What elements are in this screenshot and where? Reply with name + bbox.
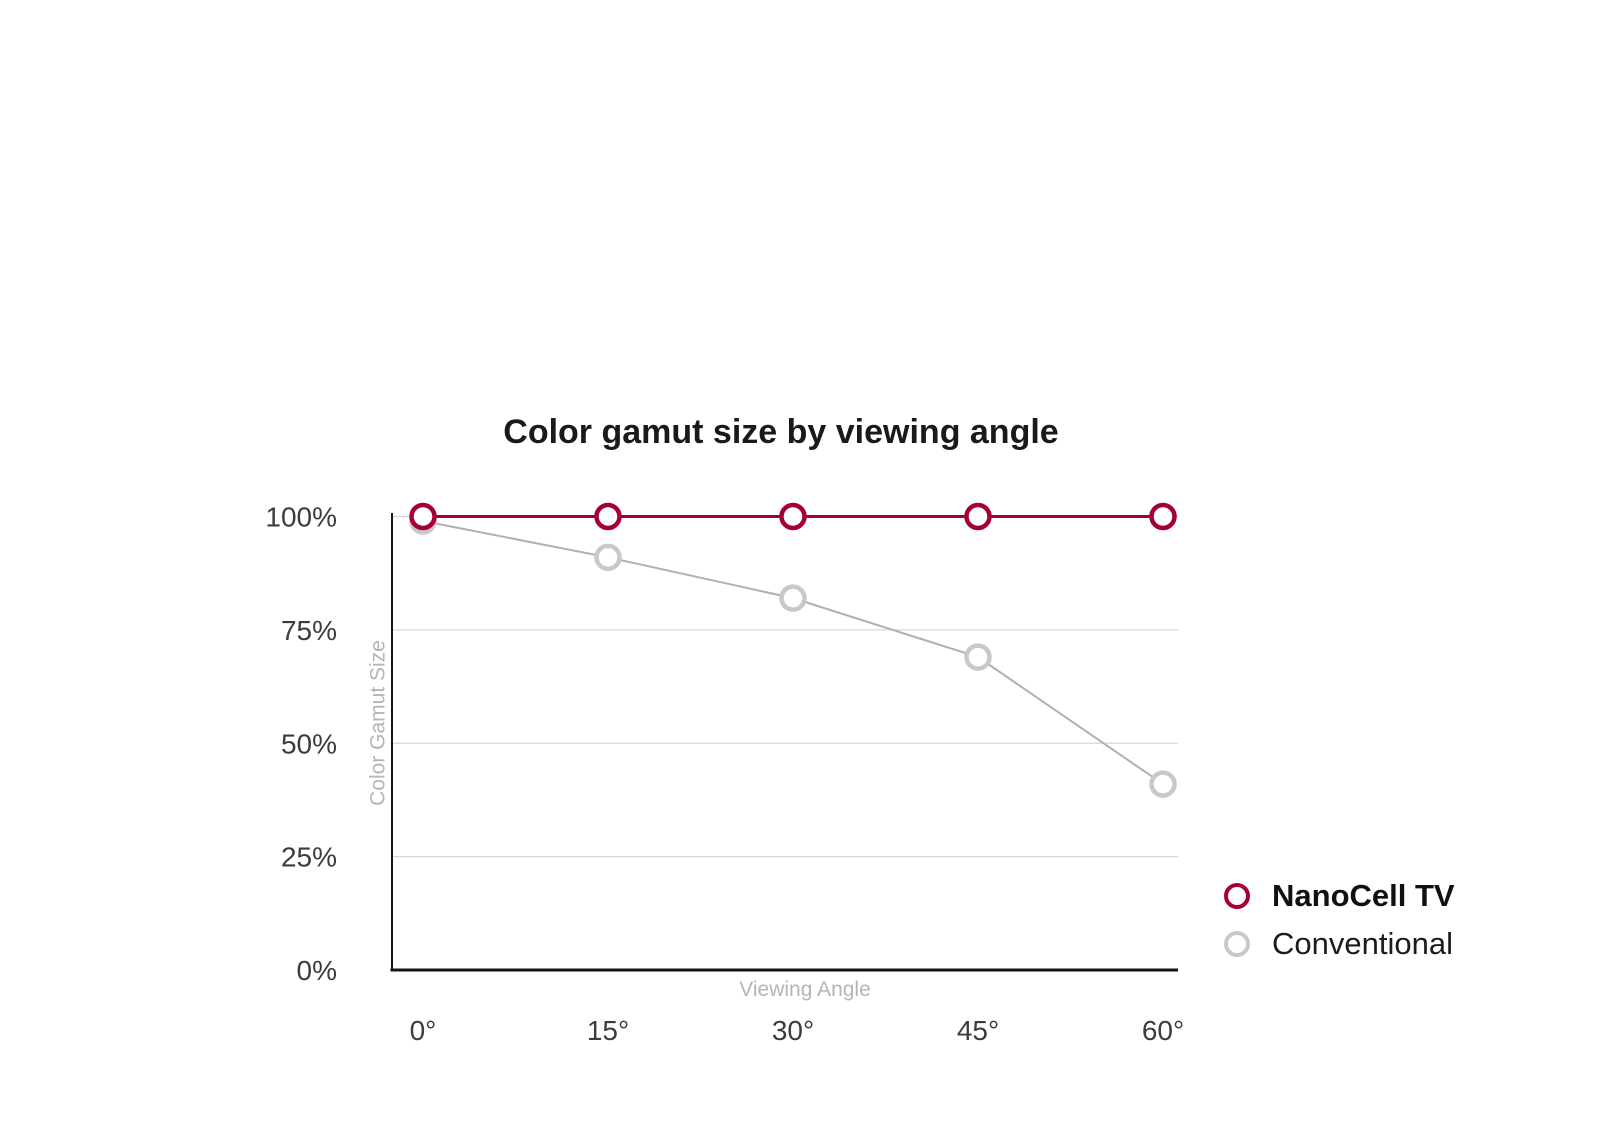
marker-conventional-30°: [779, 584, 807, 612]
marker-nanocell-tv-15°: [594, 502, 622, 531]
marker-nanocell-tv-30°: [779, 502, 807, 531]
legend: NanoCell TV Conventional: [1224, 872, 1455, 968]
legend-item-nanocell-tv: NanoCell TV: [1224, 872, 1455, 920]
y-tick-label-0: 0%: [297, 955, 337, 986]
y-tick-label-100: 100%: [265, 502, 337, 533]
legend-item-label: NanoCell TV: [1272, 878, 1455, 913]
x-tick-label-15°: 15°: [587, 1015, 629, 1046]
marker-conventional-45°: [964, 643, 992, 671]
x-tick-label-60°: 60°: [1142, 1015, 1184, 1046]
marker-nanocell-tv-60°: [1149, 502, 1177, 531]
grid-layer: [392, 515, 1178, 858]
x-tick-label-0°: 0°: [410, 1015, 437, 1046]
axis-layer: [390, 513, 1178, 972]
chart-title: Color gamut size by viewing angle: [503, 413, 1058, 451]
x-tick-label-45°: 45°: [957, 1015, 999, 1046]
y-axis-title: Color Gamut Size: [366, 640, 389, 806]
y-tick-label-25: 25%: [281, 842, 337, 873]
marker-conventional-60°: [1149, 770, 1177, 798]
marker-nanocell-tv-0°: [409, 502, 437, 531]
legend-item-conventional: Conventional: [1224, 920, 1455, 968]
tick-label-layer: 0% 25% 50% 75% 100% 0° 15° 30° 45° 60°: [265, 502, 1184, 1047]
x-axis-title: Viewing Angle: [739, 978, 871, 1001]
marker-nanocell-tv-45°: [964, 502, 992, 531]
legend-nanocell-tv-circle-icon: [1224, 883, 1250, 909]
series-layer: [409, 502, 1177, 798]
marker-conventional-15°: [594, 543, 622, 572]
y-tick-label-50: 50%: [281, 728, 337, 759]
x-tick-label-30°: 30°: [772, 1015, 814, 1046]
series-line-conventional: [422, 520, 1164, 785]
y-tick-label-75: 75%: [281, 615, 337, 646]
legend-conventional-circle-icon: [1224, 931, 1250, 957]
legend-item-label: Conventional: [1272, 926, 1453, 961]
